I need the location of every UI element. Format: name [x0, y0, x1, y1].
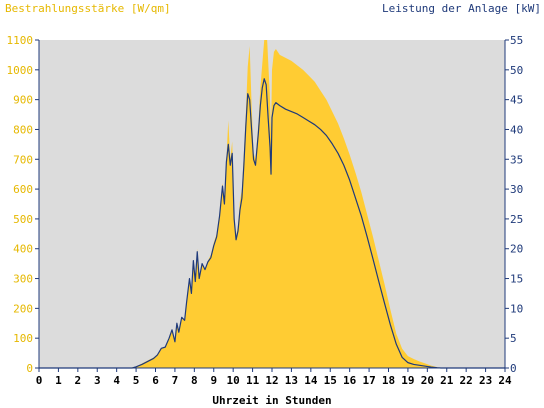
x-tick-label: 14 [304, 374, 318, 387]
x-tick-label: 20 [421, 374, 434, 387]
right-axis-title: Leistung der Anlage [kW] [382, 2, 541, 15]
right-tick-label: 15 [510, 273, 523, 286]
right-tick-label: 30 [510, 183, 523, 196]
x-tick-label: 8 [191, 374, 198, 387]
left-tick-label: 300 [13, 273, 33, 286]
left-axis-title: Bestrahlungsstärke [W/qm] [5, 2, 171, 15]
x-tick-label: 21 [440, 374, 454, 387]
x-tick-label: 4 [113, 374, 120, 387]
left-tick-label: 200 [13, 302, 33, 315]
right-tick-label: 40 [510, 123, 523, 136]
x-tick-label: 15 [324, 374, 337, 387]
right-tick-label: 45 [510, 94, 523, 107]
x-axis-title: Uhrzeit in Stunden [212, 394, 331, 407]
right-tick-label: 5 [510, 332, 517, 345]
left-tick-label: 600 [13, 183, 33, 196]
right-tick-label: 50 [510, 64, 523, 77]
left-tick-label: 700 [13, 153, 33, 166]
left-tick-label: 1000 [7, 64, 34, 77]
x-tick-label: 1 [55, 374, 62, 387]
x-tick-label: 12 [265, 374, 278, 387]
left-tick-label: 1100 [7, 34, 34, 47]
irradiance-area [39, 40, 505, 368]
left-tick-label: 500 [13, 213, 33, 226]
x-tick-label: 17 [362, 374, 375, 387]
left-tick-label: 400 [13, 243, 33, 256]
x-tick-label: 23 [479, 374, 492, 387]
x-tick-label: 24 [498, 374, 512, 387]
right-tick-label: 0 [510, 362, 517, 375]
x-tick-label: 10 [227, 374, 240, 387]
x-tick-label: 11 [246, 374, 260, 387]
x-tick-label: 18 [382, 374, 395, 387]
left-tick-label: 100 [13, 332, 33, 345]
left-tick-label: 0 [26, 362, 33, 375]
right-tick-label: 55 [510, 34, 523, 47]
x-tick-label: 5 [133, 374, 140, 387]
x-tick-label: 16 [343, 374, 357, 387]
right-tick-label: 20 [510, 243, 523, 256]
x-tick-label: 3 [94, 374, 101, 387]
left-tick-label: 800 [13, 123, 33, 136]
x-tick-label: 6 [152, 374, 159, 387]
right-tick-label: 10 [510, 302, 523, 315]
x-tick-label: 9 [210, 374, 217, 387]
left-tick-label: 900 [13, 94, 33, 107]
x-tick-label: 22 [460, 374, 473, 387]
x-tick-label: 0 [36, 374, 43, 387]
x-tick-label: 19 [401, 374, 414, 387]
right-tick-label: 35 [510, 153, 523, 166]
right-tick-label: 25 [510, 213, 523, 226]
x-tick-label: 7 [172, 374, 179, 387]
x-tick-label: 13 [285, 374, 298, 387]
x-tick-label: 2 [75, 374, 82, 387]
power-line [39, 78, 505, 369]
